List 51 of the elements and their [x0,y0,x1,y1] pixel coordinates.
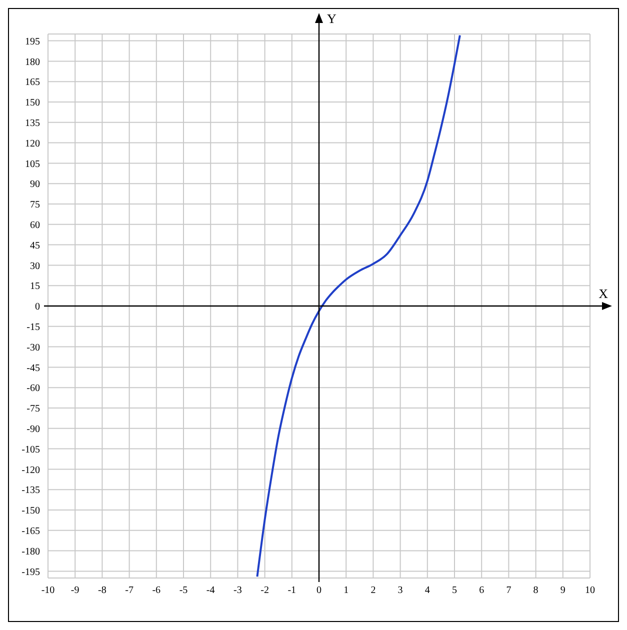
x-tick-label: 9 [560,585,566,596]
y-tick-label: -15 [26,322,40,333]
y-tick-label: 0 [35,302,40,313]
x-tick-label: -6 [152,585,161,596]
y-tick-label: 45 [30,240,40,252]
x-tick-label: -3 [234,585,242,596]
x-tick-label: 7 [506,585,512,596]
y-tick-label: -30 [26,342,40,354]
x-tick-label: 6 [479,585,484,596]
x-tick-label: -7 [125,585,134,596]
y-tick-label: -60 [26,383,40,394]
y-tick-label: 180 [25,56,40,68]
y-tick-label: 75 [30,200,40,211]
y-tick-label: -195 [22,566,40,578]
x-tick-label: -4 [206,585,215,596]
y-tick-label: 60 [30,220,40,231]
x-tick-label: -10 [41,585,55,596]
y-tick-label: -90 [26,424,40,435]
x-tick-label: 4 [424,585,430,596]
y-tick-label: 30 [30,260,40,272]
y-tick-label: 165 [25,77,40,88]
y-tick-label: -150 [22,506,40,517]
x-tick-label: -1 [288,585,296,596]
x-tick-label: 8 [533,585,538,596]
y-tick-label: -135 [22,485,40,496]
y-tick-label: -45 [26,362,40,374]
x-axis-title: X [598,286,609,301]
x-tick-label: 10 [585,585,595,596]
y-tick-label: -75 [26,404,40,415]
x-tick-label: -5 [179,585,188,596]
x-tick-label: 5 [452,585,457,596]
y-tick-label: -120 [22,464,40,476]
x-tick-label: 3 [398,585,403,596]
x-tick-label: 2 [370,585,376,596]
y-tick-label: -165 [22,526,40,537]
y-tick-label: -105 [22,444,40,456]
y-tick-label: 120 [25,138,40,150]
y-tick-label: -180 [22,546,40,558]
line-series [256,34,461,578]
y-tick-label: 135 [25,118,40,129]
x-tick-label: 0 [316,585,322,596]
x-tick-label: -2 [260,585,269,596]
y-tick-label: 150 [25,98,40,109]
y-tick-label: 15 [30,281,40,292]
x-tick-label: -9 [70,585,80,596]
y-tick-label: 90 [30,179,40,190]
y-axis-title: Y [327,11,337,26]
y-tick-label: 195 [25,36,40,48]
y-tick-label: 105 [25,158,40,170]
x-tick-label: 1 [344,585,349,596]
x-tick-label: -8 [98,585,106,596]
